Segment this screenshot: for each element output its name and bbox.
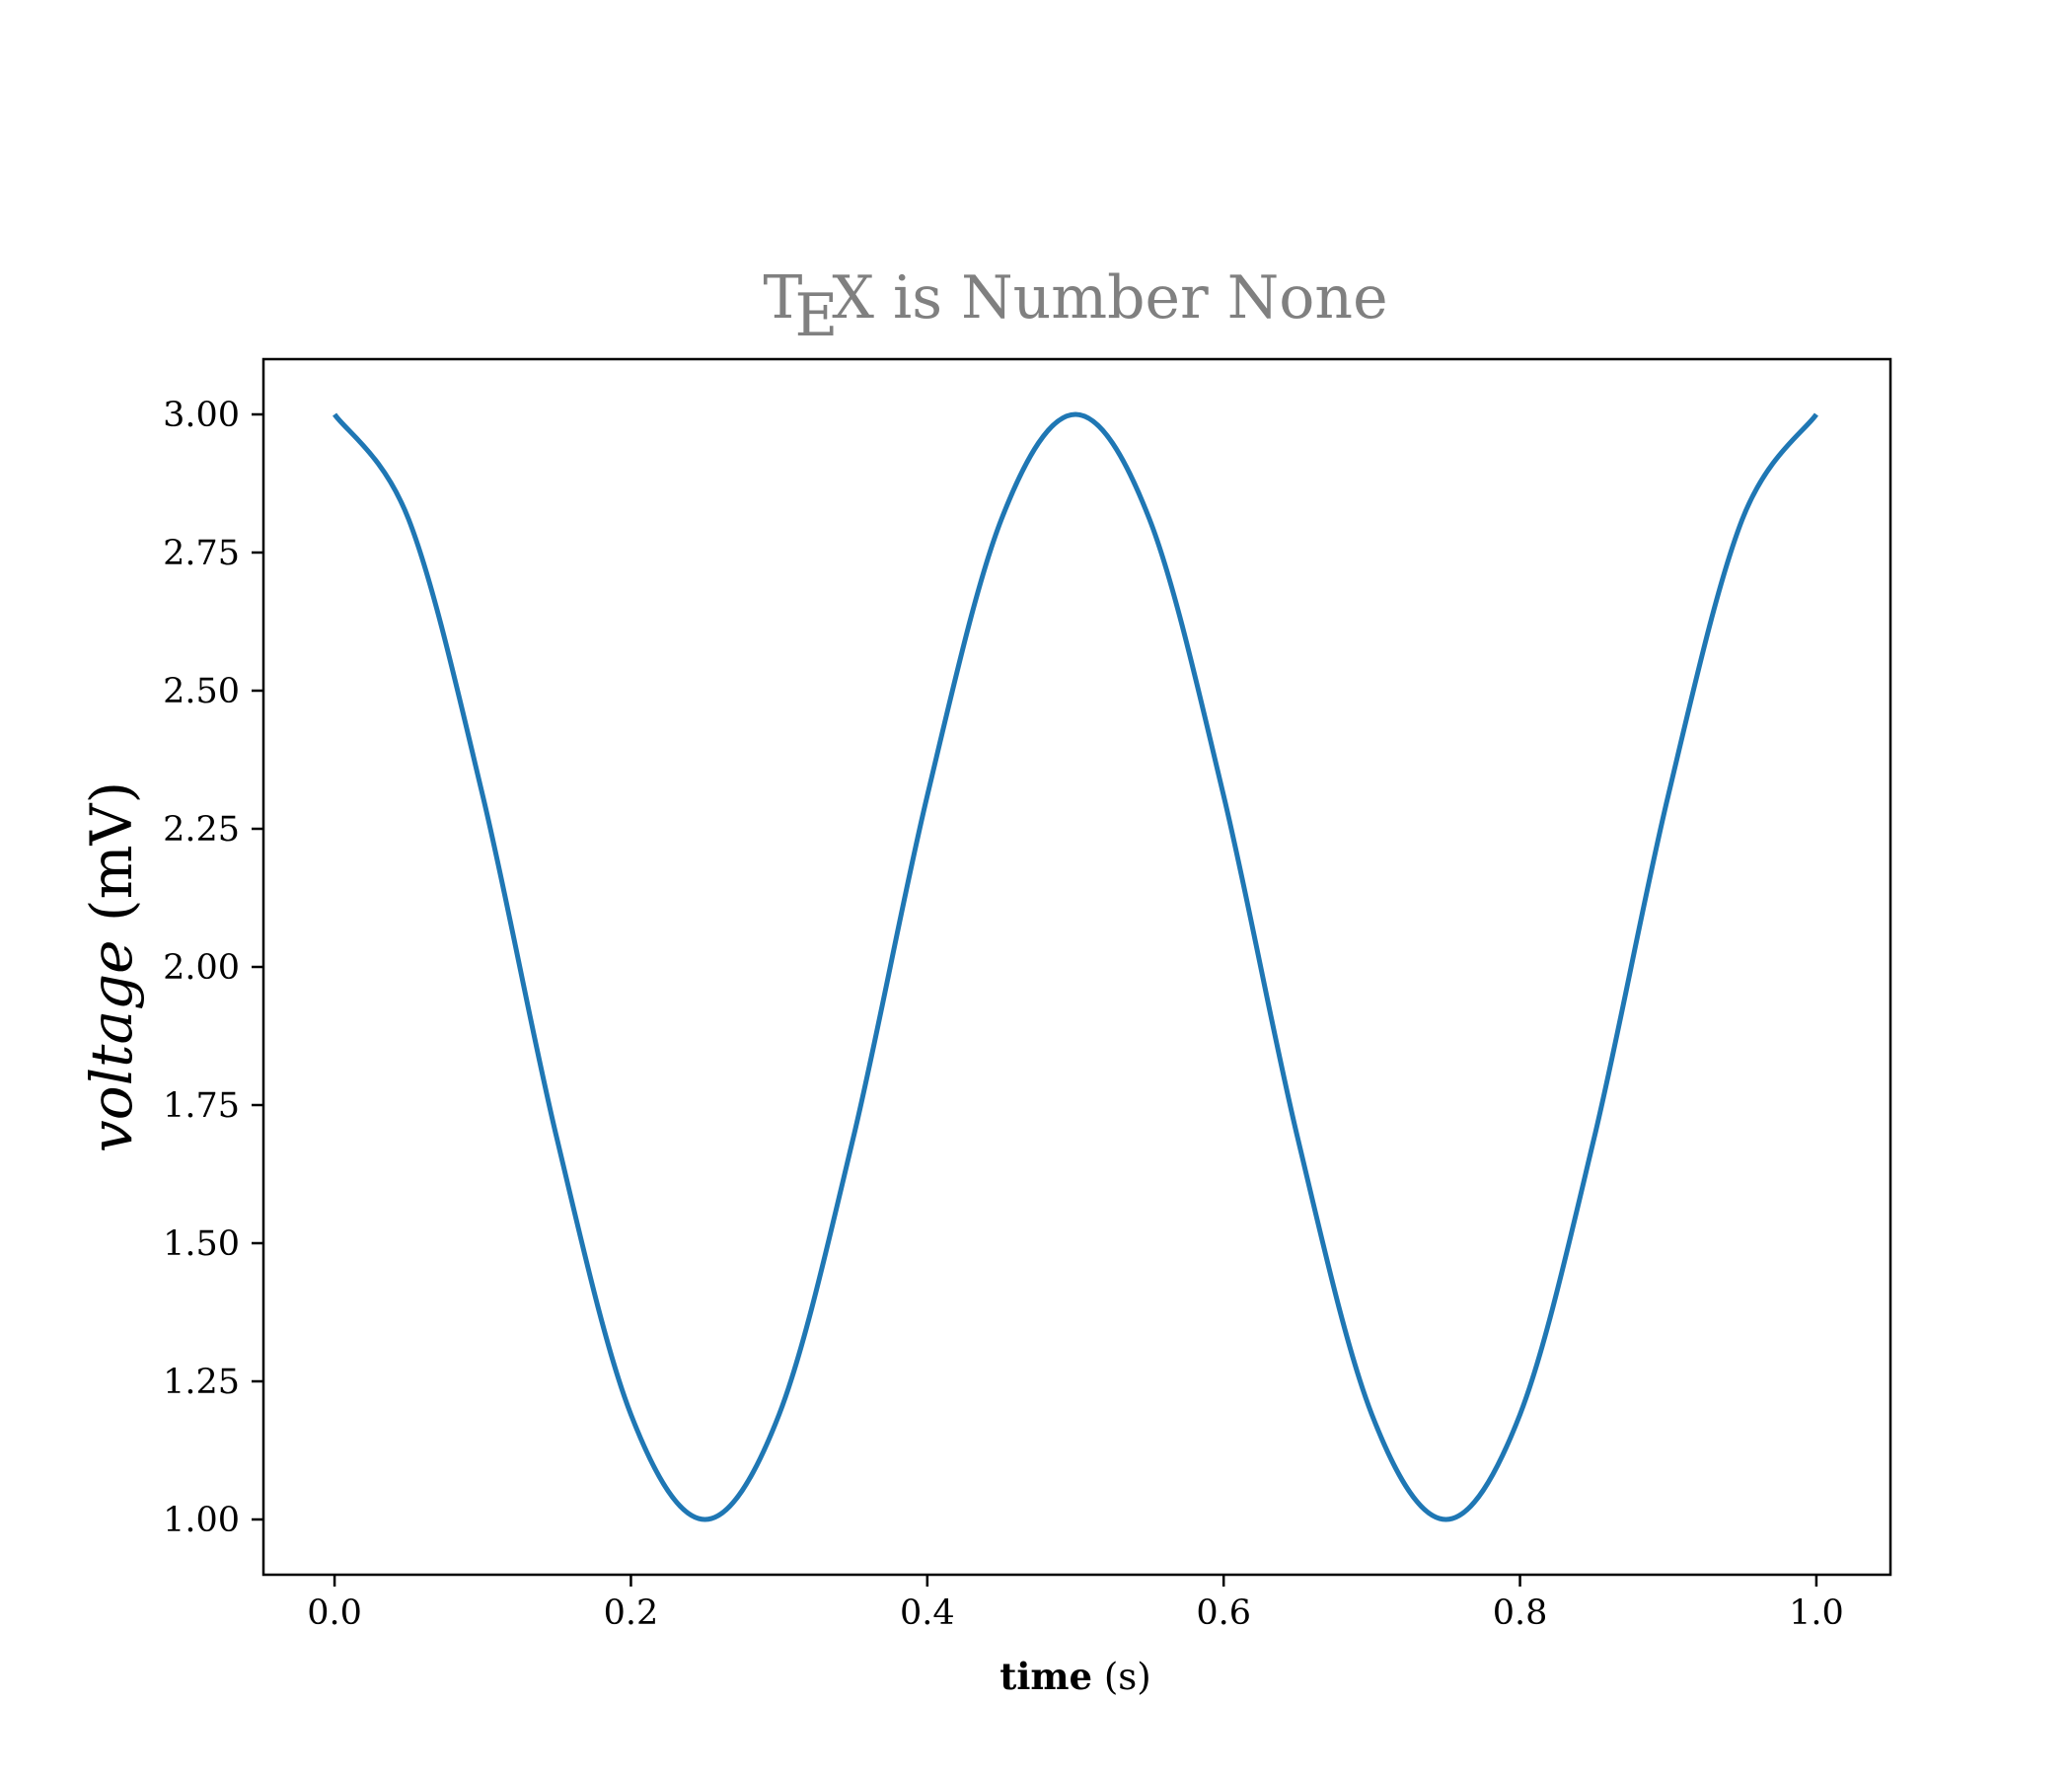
plot-area-frame xyxy=(261,357,1892,1577)
y-axis-label-italic: voltage xyxy=(78,940,145,1153)
x-tick-label: 0.0 xyxy=(307,1593,362,1633)
x-tick-label: 0.4 xyxy=(900,1593,955,1633)
y-tick-label: 2.75 xyxy=(163,534,240,573)
x-axis-label-unit: (s) xyxy=(1092,1656,1151,1698)
y-tick-label: 2.25 xyxy=(163,810,240,850)
y-axis-ticks: 1.00 1.25 1.50 1.75 2.00 2.25 2.50 2.75 3.00 xyxy=(163,396,263,1540)
chart-title: TEX is Number None xyxy=(763,263,1387,350)
y-tick-label: 1.00 xyxy=(163,1501,240,1540)
y-tick-label: 1.75 xyxy=(163,1086,240,1126)
y-tick-label: 2.50 xyxy=(163,672,240,711)
y-tick-label: 1.25 xyxy=(163,1363,240,1402)
y-axis-label-unit: (mV) xyxy=(78,781,145,940)
voltage-series-line xyxy=(333,411,1818,1522)
y-tick-label: 1.50 xyxy=(163,1224,240,1264)
x-tick-label: 0.6 xyxy=(1196,1593,1251,1633)
title-tex-t: T xyxy=(763,263,802,333)
x-axis-label-bold: time xyxy=(999,1655,1092,1698)
title-tex-x: X xyxy=(832,263,874,333)
title-rest: is Number None xyxy=(874,263,1388,333)
y-tick-label: 3.00 xyxy=(163,396,240,435)
x-tick-label: 0.2 xyxy=(604,1593,659,1633)
y-axis-label: voltage (mV) xyxy=(78,781,145,1152)
x-axis-label: time (s) xyxy=(999,1655,1150,1698)
x-tick-label: 0.8 xyxy=(1493,1593,1548,1633)
x-tick-label: 1.0 xyxy=(1789,1593,1844,1633)
y-tick-label: 2.00 xyxy=(163,948,240,988)
title-tex-e: E xyxy=(794,281,838,350)
x-axis-ticks: 0.0 0.2 0.4 0.6 0.8 1.0 xyxy=(307,1575,1844,1633)
